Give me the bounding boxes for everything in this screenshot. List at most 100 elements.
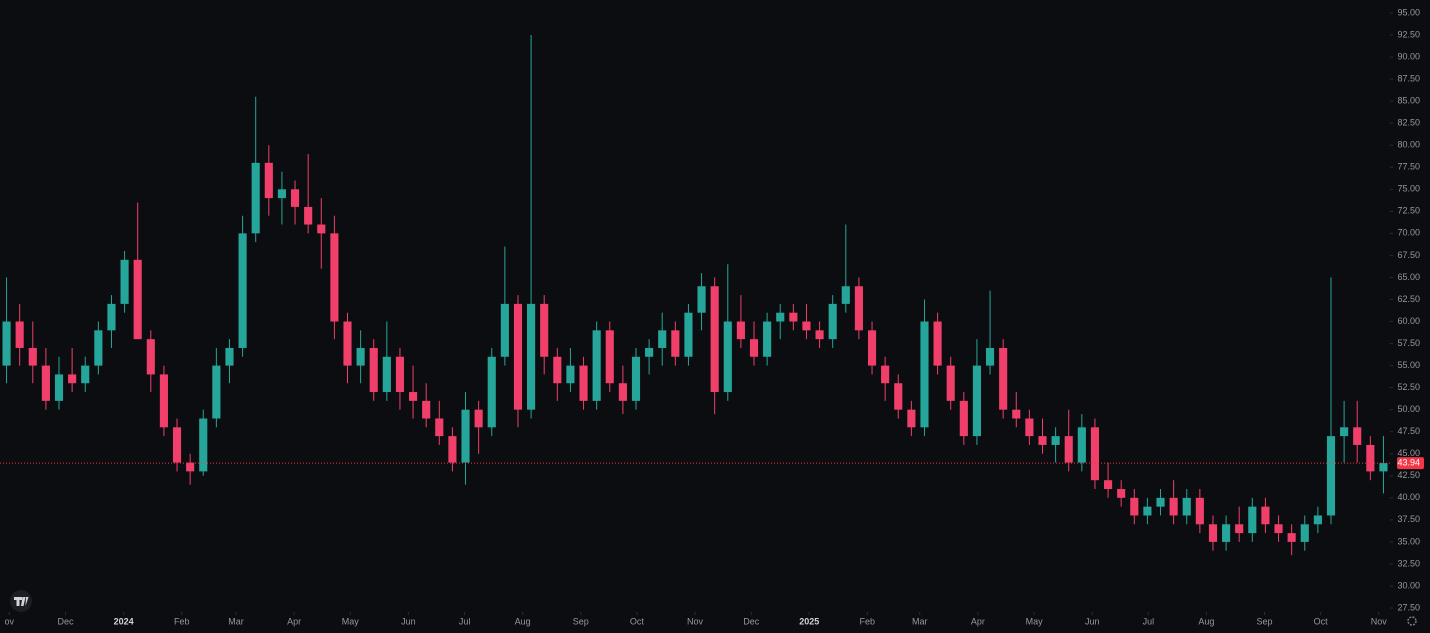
candle-body (199, 418, 208, 472)
x-tick-label: Oct (630, 616, 645, 626)
y-tick-label: 62.50 (1397, 294, 1420, 304)
candle-body (1366, 444, 1375, 472)
candle-body (251, 162, 260, 234)
candle-body (854, 286, 863, 331)
candle-body (487, 356, 496, 428)
candle-body (671, 330, 680, 357)
candle-body (999, 347, 1008, 410)
candle-body (1156, 497, 1165, 507)
candle-body (1379, 463, 1388, 472)
candle-body (513, 303, 523, 410)
x-tick-label: Dec (58, 616, 75, 626)
y-tick-label: 27.50 (1397, 602, 1420, 612)
candle-body (605, 330, 614, 384)
x-tick-label: Dec (743, 616, 760, 626)
y-tick-label: 75.00 (1397, 184, 1420, 194)
tradingview-logo[interactable] (10, 590, 32, 612)
candle-body (290, 189, 300, 207)
x-tick-label: 2025 (799, 616, 819, 626)
candle-body (1130, 497, 1139, 516)
candle-body (120, 259, 129, 304)
candle-body (409, 392, 418, 401)
y-tick-label: 37.50 (1397, 514, 1420, 524)
y-tick-label: 80.00 (1397, 140, 1420, 150)
candle-body (474, 409, 483, 428)
candle-body (28, 347, 37, 366)
candle-body (1077, 427, 1086, 463)
x-tick-label: 2024 (114, 616, 134, 626)
candle-body (54, 374, 64, 401)
candle-body (985, 347, 995, 366)
candle-body (212, 365, 221, 419)
x-tick-label: Oct (1314, 616, 1329, 626)
candle-body (1143, 506, 1152, 516)
y-tick-label: 92.50 (1397, 29, 1420, 39)
x-tick-label: ov (5, 616, 15, 626)
y-tick-label: 85.00 (1397, 95, 1420, 105)
candle-body (815, 330, 824, 340)
x-tick-label: Jul (1143, 616, 1155, 626)
candle-body (1117, 489, 1126, 498)
y-tick-label: 35.00 (1397, 536, 1420, 546)
candle-body (1222, 524, 1231, 542)
candle-body (369, 347, 378, 393)
x-tick-label: Mar (912, 616, 928, 626)
candle-body (448, 436, 457, 463)
candle-body (749, 339, 759, 357)
candle-body (15, 321, 24, 348)
y-tick-label: 42.50 (1397, 470, 1420, 480)
y-tick-label: 67.50 (1397, 250, 1420, 260)
candle-body (579, 365, 588, 401)
candle-body (1169, 497, 1178, 516)
candle-body (841, 286, 850, 304)
x-tick-label: Feb (860, 616, 876, 626)
y-tick-label: 90.00 (1397, 51, 1420, 61)
y-tick-label: 72.50 (1397, 206, 1420, 216)
last-price-badge (1397, 457, 1424, 470)
candle-body (1104, 480, 1113, 490)
settings-gear[interactable] (1407, 616, 1417, 626)
candle-body (1064, 436, 1073, 463)
candle-body (697, 286, 706, 313)
candle-body (159, 374, 168, 428)
x-tick-label: May (1026, 616, 1044, 626)
y-tick-label: 30.00 (1397, 580, 1420, 590)
candle-body (277, 189, 286, 199)
logo-mark[interactable] (14, 597, 29, 606)
x-tick-label: May (342, 616, 360, 626)
candle-body (527, 303, 536, 410)
y-tick-label: 47.50 (1397, 426, 1420, 436)
candle-body (1261, 506, 1270, 525)
candle-body (356, 347, 365, 366)
y-tick-label: 55.00 (1397, 360, 1420, 370)
candle-body (1313, 515, 1322, 525)
y-tick-label: 82.50 (1397, 118, 1420, 128)
y-tick-label: 65.00 (1397, 272, 1420, 282)
x-tick-label: Apr (287, 616, 301, 626)
candle-body (1208, 524, 1218, 542)
y-tick-label: 95.00 (1397, 7, 1420, 17)
x-tick-label: Nov (687, 616, 704, 626)
candle-body (959, 400, 968, 437)
y-tick-label: 32.50 (1397, 558, 1420, 568)
candle-body (972, 365, 981, 437)
y-tick-label: 77.50 (1397, 162, 1420, 172)
candle-body (317, 224, 326, 234)
y-tick-label: 87.50 (1397, 73, 1420, 83)
candle-body (1340, 427, 1349, 437)
candle-body (684, 312, 693, 357)
settings-icon[interactable] (1407, 616, 1417, 626)
candle-body (723, 321, 732, 393)
candle-body (304, 206, 313, 225)
candle-body (881, 365, 890, 384)
candle-body (500, 303, 509, 357)
candle-body (802, 321, 811, 331)
candle-body (828, 303, 837, 340)
candle-body (645, 347, 654, 357)
candle-body (94, 330, 103, 366)
candle-body (81, 365, 90, 384)
candle-body (133, 259, 142, 340)
candle-body (658, 330, 667, 348)
logo-badge[interactable] (10, 590, 32, 612)
